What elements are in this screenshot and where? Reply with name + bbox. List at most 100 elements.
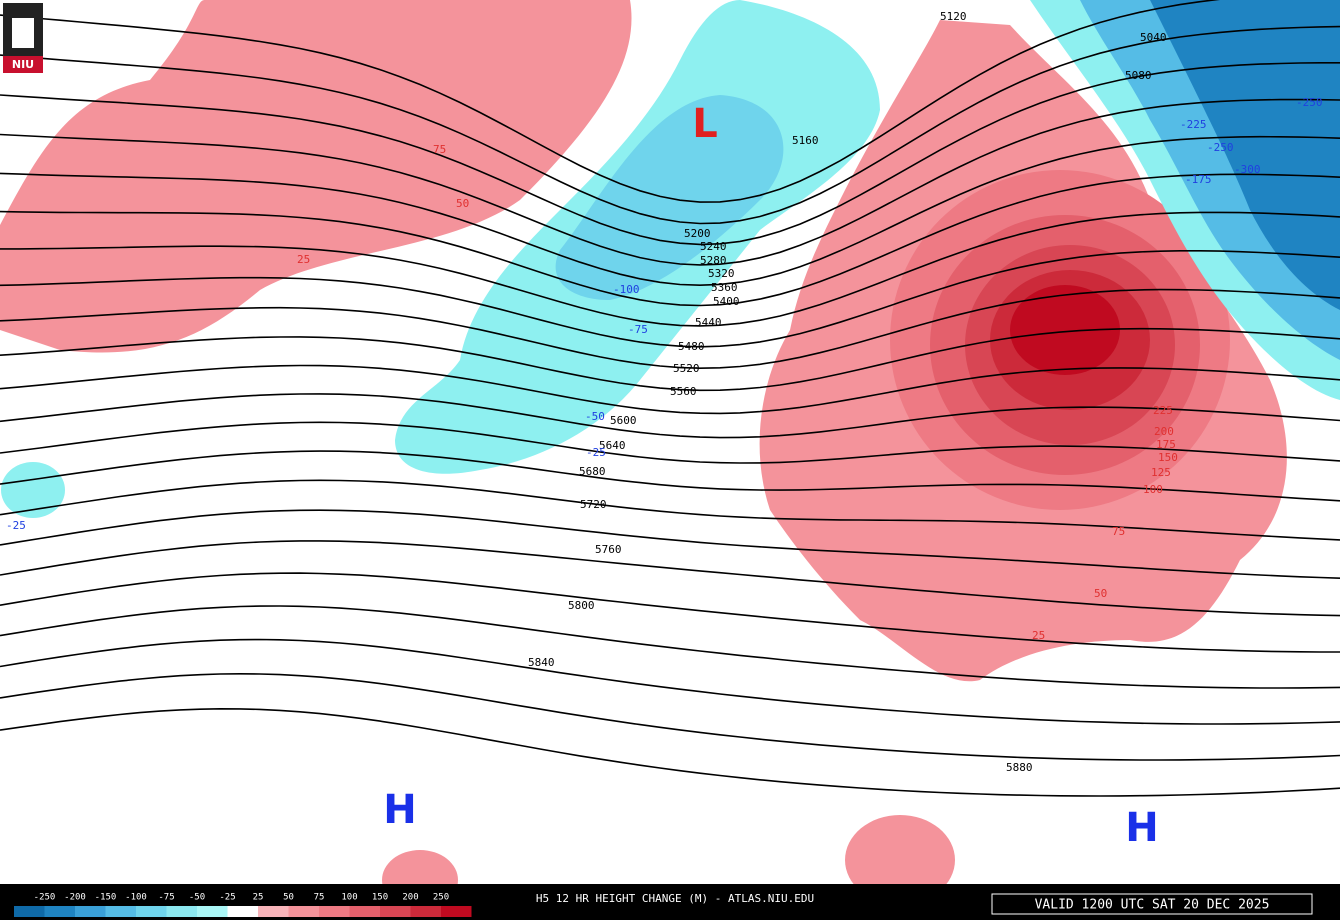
change-labels: 75 50 25 225 200 175 150 125 100 75 50 2…: [6, 96, 1323, 642]
change-label: 75: [433, 143, 446, 156]
contour-line: [0, 288, 1340, 370]
height-label: 5320: [708, 267, 735, 280]
height-label: 5120: [940, 10, 967, 23]
legend-label: -25: [219, 893, 235, 903]
contour-line: [0, 211, 1340, 327]
contour-line: [0, 672, 1340, 761]
height-labels: 5040 5080 5120 5160 5200 5240 5280 5320 …: [528, 10, 1167, 774]
legend-swatch: [75, 906, 106, 917]
logo-text: NIU: [12, 58, 34, 71]
legend-label: 100: [341, 893, 357, 903]
height-label: 5640: [599, 439, 626, 452]
legend-label: -150: [95, 893, 117, 903]
legend-swatch: [349, 906, 380, 917]
height-label: 5680: [579, 465, 606, 478]
change-label: -25: [586, 446, 606, 459]
legend-swatch: [227, 906, 258, 917]
change-label: 225: [1153, 404, 1173, 417]
legend-swatch: [44, 906, 75, 917]
height-label: 5840: [528, 656, 555, 669]
height-label: 5440: [695, 316, 722, 329]
contour-line: [0, 450, 1340, 502]
legend-swatch: [258, 906, 289, 917]
fall-area: [1150, 0, 1340, 310]
logo-band: [3, 56, 43, 73]
height-label: 5080: [1125, 69, 1152, 82]
legend-label: -100: [125, 893, 147, 903]
contour-line: [0, 25, 1340, 225]
legend-label: 50: [283, 893, 294, 903]
contour-line: [0, 364, 1340, 415]
contour-line: [0, 0, 1221, 203]
rise-area: [1010, 285, 1120, 375]
change-label: -75: [628, 323, 648, 336]
change-label: -25: [6, 519, 26, 532]
legend: -250 -200 -150 -100 -75 -50 -25 25 50 75 100 150 200…: [14, 893, 472, 917]
change-label: -250: [1207, 141, 1234, 154]
height-label: 5480: [678, 340, 705, 353]
rise-area: [845, 815, 955, 905]
legend-label: -250: [34, 893, 56, 903]
legend-swatch: [380, 906, 411, 917]
contour-line: [0, 605, 1340, 689]
change-label: -225: [1180, 118, 1207, 131]
legend-label: -200: [64, 893, 86, 903]
change-label: 100: [1143, 483, 1163, 496]
contour-line: [0, 421, 1340, 464]
height-label: 5400: [713, 295, 740, 308]
legend-label: 25: [253, 893, 264, 903]
height-label: 5760: [595, 543, 622, 556]
contour-line: [0, 707, 1340, 797]
change-label: -50: [585, 410, 605, 423]
contour-line: [0, 135, 1340, 287]
contour-line: [0, 479, 1340, 541]
contour-line: [0, 393, 1340, 439]
legend-swatch: [136, 906, 167, 917]
legend-swatch: [14, 906, 45, 917]
valid-box: [991, 893, 1313, 915]
height-label: 5720: [580, 498, 607, 511]
change-label: 150: [1158, 451, 1178, 464]
contour-line: [0, 509, 1340, 579]
legend-label: 200: [402, 893, 418, 903]
contour-line: [0, 327, 1340, 392]
valid-time: VALID 1200 UTC SAT 20 DEC 2025: [1035, 898, 1270, 913]
height-label: 5600: [610, 414, 637, 427]
change-label: -300: [1234, 163, 1261, 176]
rise-area: [0, 0, 632, 353]
change-label: 50: [1094, 587, 1107, 600]
height-label: 5280: [700, 254, 727, 267]
height-label: 5160: [792, 134, 819, 147]
height-label: 5200: [684, 227, 711, 240]
legend-swatch: [288, 906, 319, 917]
map-title: H5 12 HR HEIGHT CHANGE (M) - ATLAS.NIU.E…: [536, 892, 814, 905]
legend-swatch: [319, 906, 350, 917]
contour-line: [0, 62, 1340, 246]
change-label: -175: [1185, 173, 1212, 186]
low-center: L: [692, 101, 718, 147]
height-label: 5360: [711, 281, 738, 294]
legend-label: 75: [314, 893, 325, 903]
fall-area: [1, 462, 65, 518]
legend-swatch: [441, 906, 472, 917]
change-label: 25: [1032, 629, 1045, 642]
legend-swatch: [105, 906, 136, 917]
contour-line: [0, 572, 1340, 653]
change-label: -250: [1296, 96, 1323, 109]
change-label: 175: [1156, 438, 1176, 451]
height-label: 5880: [1006, 761, 1033, 774]
legend-swatch: [166, 906, 197, 917]
height-label: 5240: [700, 240, 727, 253]
legend-swatch: [197, 906, 228, 917]
logo-window: [12, 18, 34, 48]
legend-label: 250: [433, 893, 449, 903]
change-label: -100: [613, 283, 640, 296]
high-center: H: [1125, 805, 1158, 851]
legend-swatch: [410, 906, 441, 917]
contour-line: [0, 98, 1340, 266]
height-contours: [0, 0, 1340, 797]
height-label: 5040: [1140, 31, 1167, 44]
change-label: 200: [1154, 425, 1174, 438]
